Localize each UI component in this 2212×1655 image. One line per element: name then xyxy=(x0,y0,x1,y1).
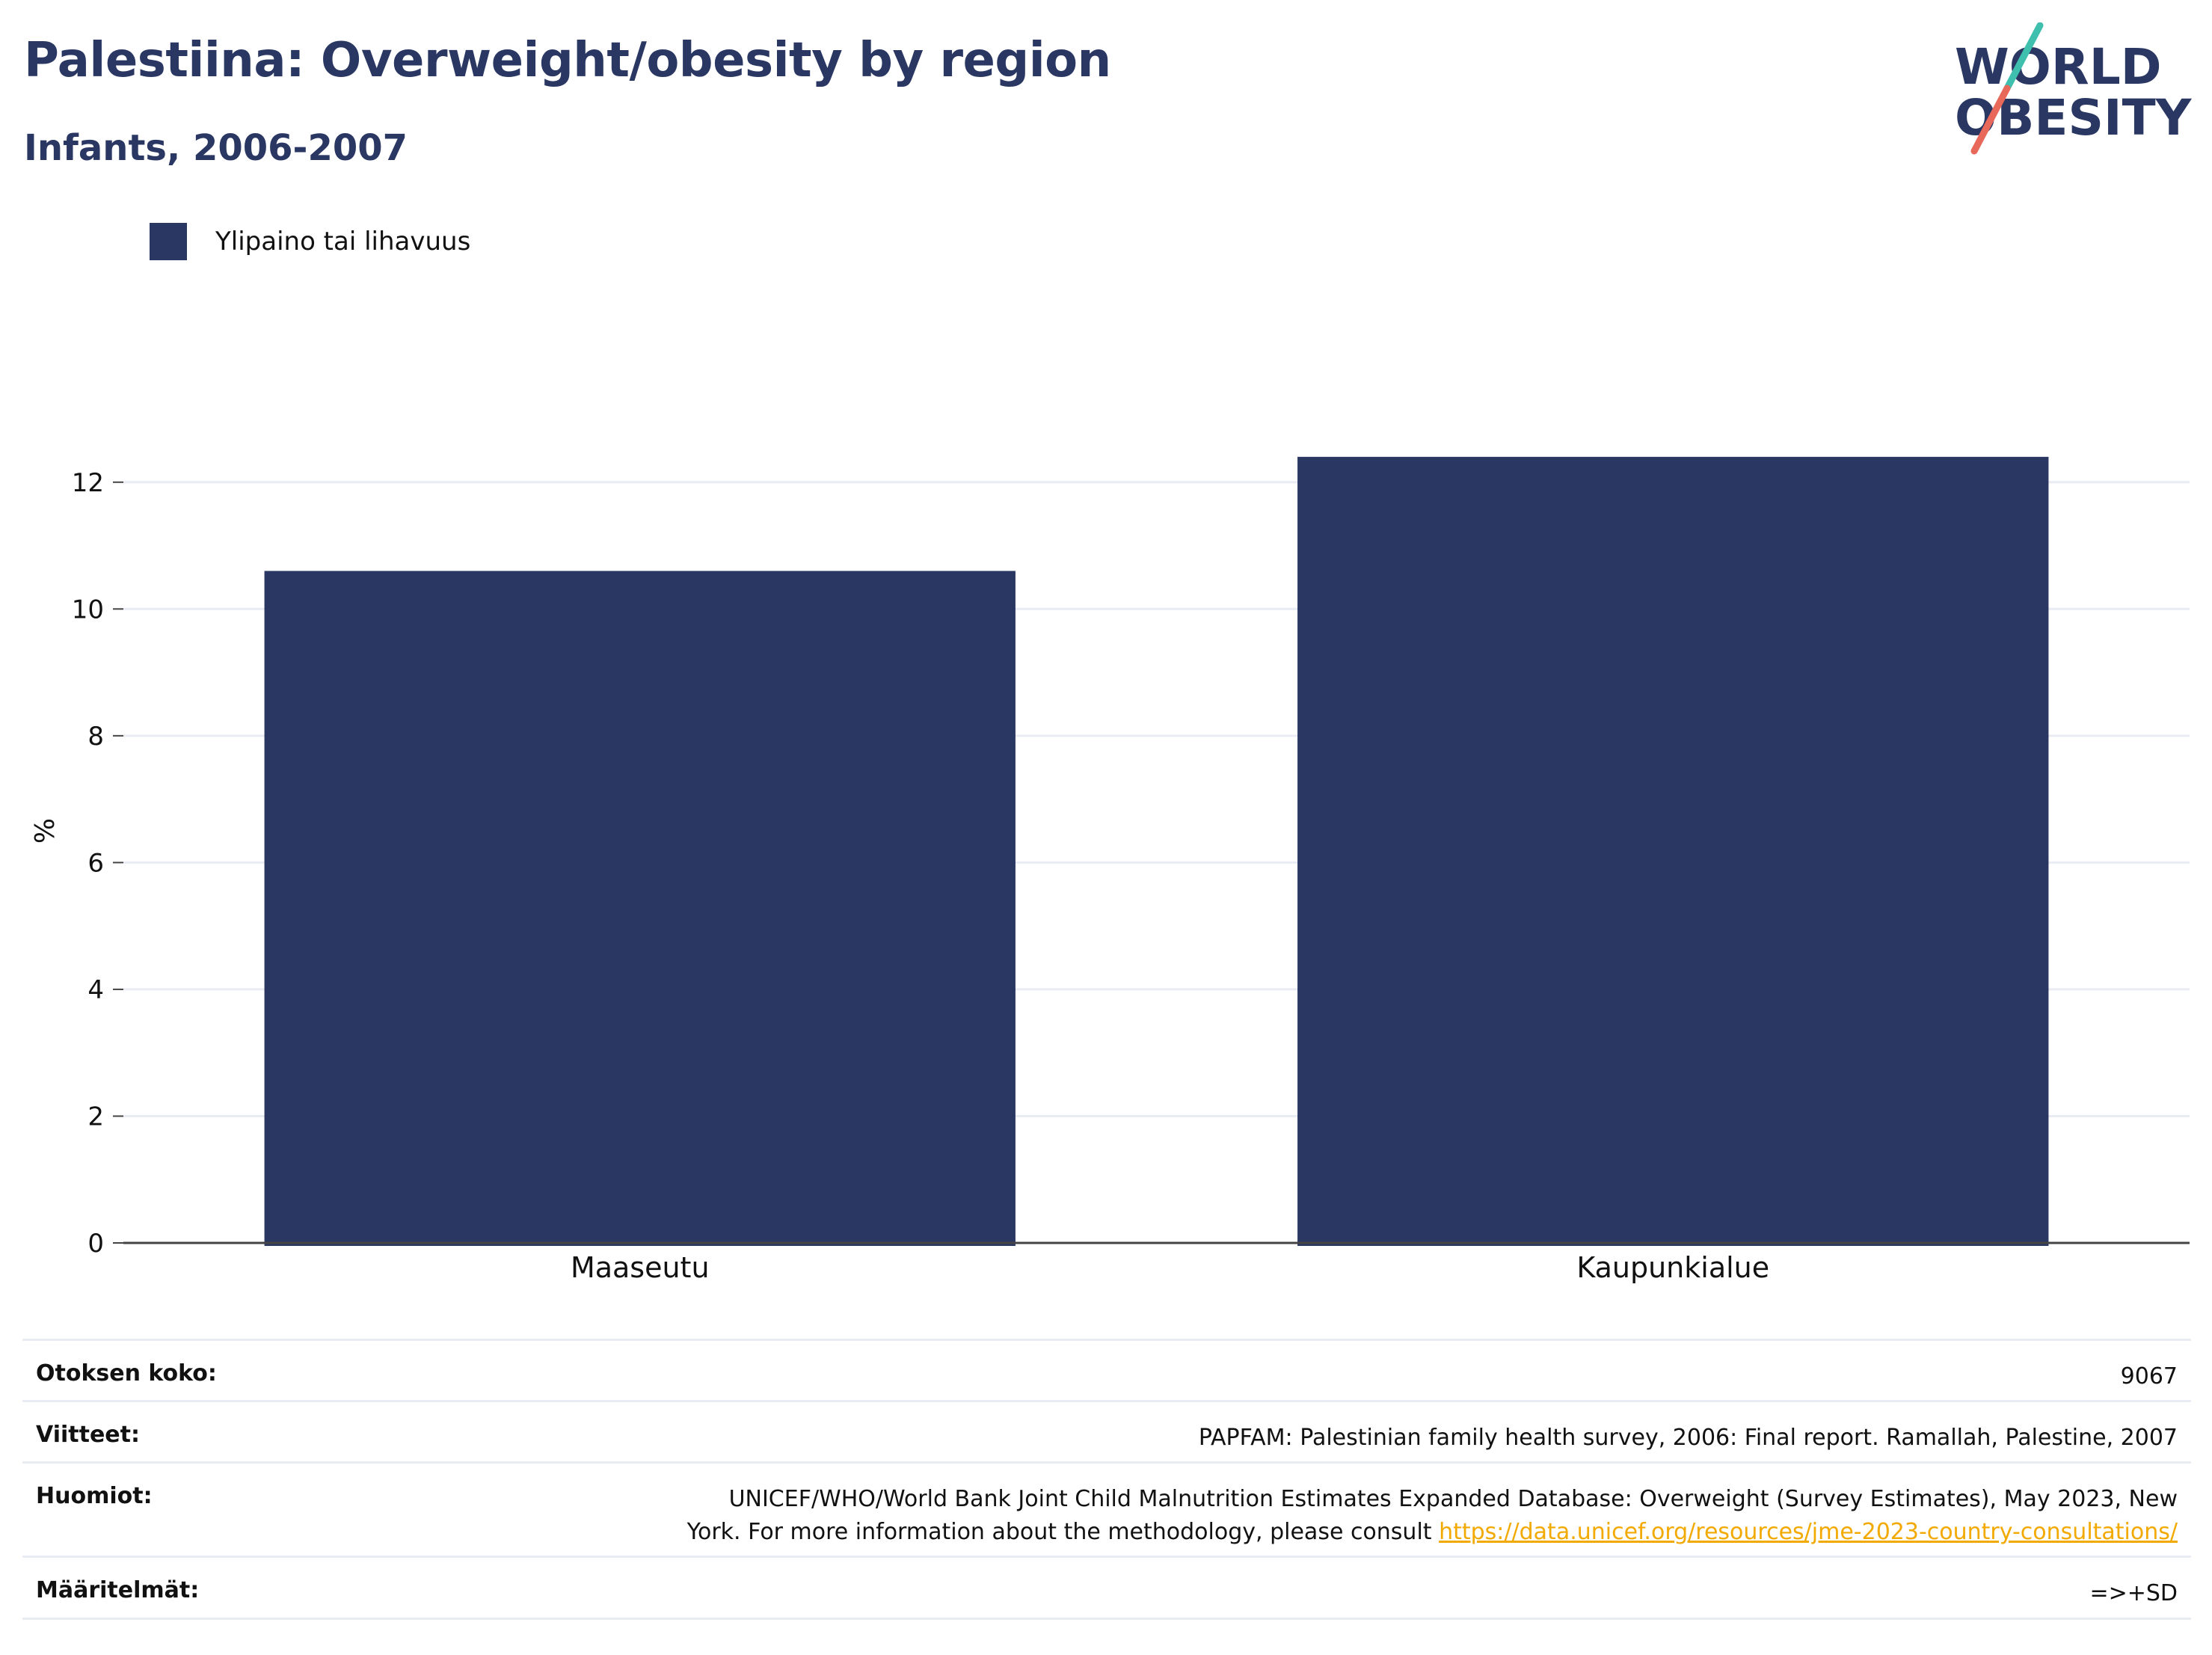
y-tick-label: 4 xyxy=(87,975,104,1005)
y-tick-label: 8 xyxy=(87,722,104,752)
definitions-label: Määritelmät: xyxy=(36,1577,200,1603)
y-tick-label: 6 xyxy=(87,848,104,878)
x-tick-label: Kaupunkialue xyxy=(1576,1251,1769,1284)
chart-title: Palestiina: Overweight/obesity by region xyxy=(24,33,1111,88)
meta-row-notes: Huomiot: UNICEF/WHO/World Bank Joint Chi… xyxy=(22,1461,2191,1556)
legend-swatch xyxy=(150,223,187,260)
references-value: PAPFAM: Palestinian family health survey… xyxy=(1198,1425,2178,1451)
y-tick-label: 12 xyxy=(72,468,104,498)
references-label: Viitteet: xyxy=(36,1422,140,1448)
chart-subtitle: Infants, 2006-2007 xyxy=(24,127,408,169)
metadata-table: Otoksen koko: 9067 Viitteet: PAPFAM: Pal… xyxy=(22,1339,2191,1620)
y-tick-label: 2 xyxy=(87,1102,104,1132)
logo-word-world: WORLD xyxy=(1955,38,2162,96)
notes-value: UNICEF/WHO/World Bank Joint Child Malnut… xyxy=(687,1483,2178,1549)
bar-chart: 0 2 4 6 8 10 12% Maaseutu Kaupunkialue xyxy=(30,456,2190,1284)
world-obesity-logo: WORLD OBESITY xyxy=(1955,22,2193,155)
legend[interactable]: Ylipaino tai lihavuus xyxy=(150,223,470,260)
meta-row-sample-size: Otoksen koko: 9067 xyxy=(22,1339,2191,1400)
y-tick-label: 10 xyxy=(72,595,104,624)
y-axis-label: % xyxy=(30,818,61,844)
notes-text-line1: UNICEF/WHO/World Bank Joint Child Malnut… xyxy=(728,1486,2178,1512)
bar xyxy=(1297,456,2049,1246)
sample-size-label: Otoksen koko: xyxy=(36,1360,217,1387)
notes-link[interactable]: https://data.unicef.org/resources/jme-20… xyxy=(1439,1519,2178,1545)
y-tick-label: 0 xyxy=(87,1229,104,1259)
x-tick-label: Maaseutu xyxy=(571,1251,710,1284)
sample-size-value: 9067 xyxy=(2120,1363,2178,1390)
definitions-value: =>+SD xyxy=(2089,1580,2178,1606)
notes-label: Huomiot: xyxy=(36,1483,153,1509)
notes-text-line2: York. For more information about the met… xyxy=(686,1519,1432,1545)
bar xyxy=(264,571,1016,1246)
meta-row-references: Viitteet: PAPFAM: Palestinian family hea… xyxy=(22,1400,2191,1461)
legend-label: Ylipaino tai lihavuus xyxy=(215,227,471,257)
logo-slash-bottom xyxy=(1970,85,2011,155)
meta-row-definitions: Määritelmät: =>+SD xyxy=(22,1556,2191,1620)
logo-slash-top xyxy=(2003,22,2044,92)
